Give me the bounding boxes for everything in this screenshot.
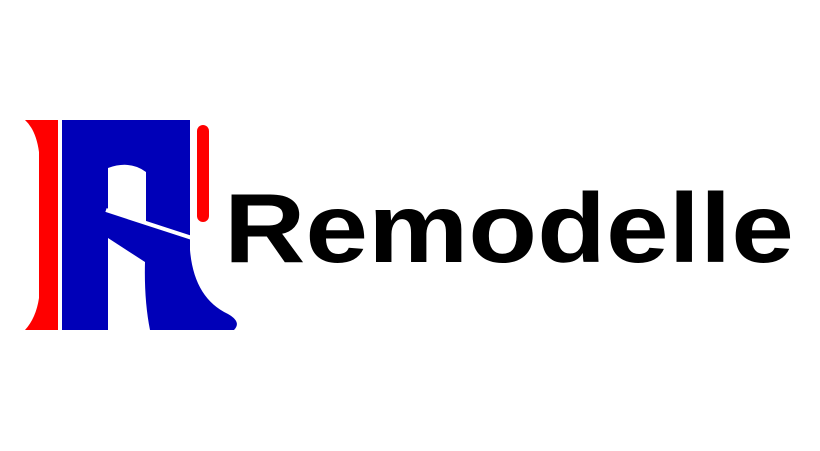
logo-mark [25,120,237,330]
red-left-bracket [25,120,58,330]
red-right-bar [197,125,209,222]
r-stripe [105,208,193,240]
brand-name: Remodelle [224,173,794,283]
r-counter [108,164,146,224]
